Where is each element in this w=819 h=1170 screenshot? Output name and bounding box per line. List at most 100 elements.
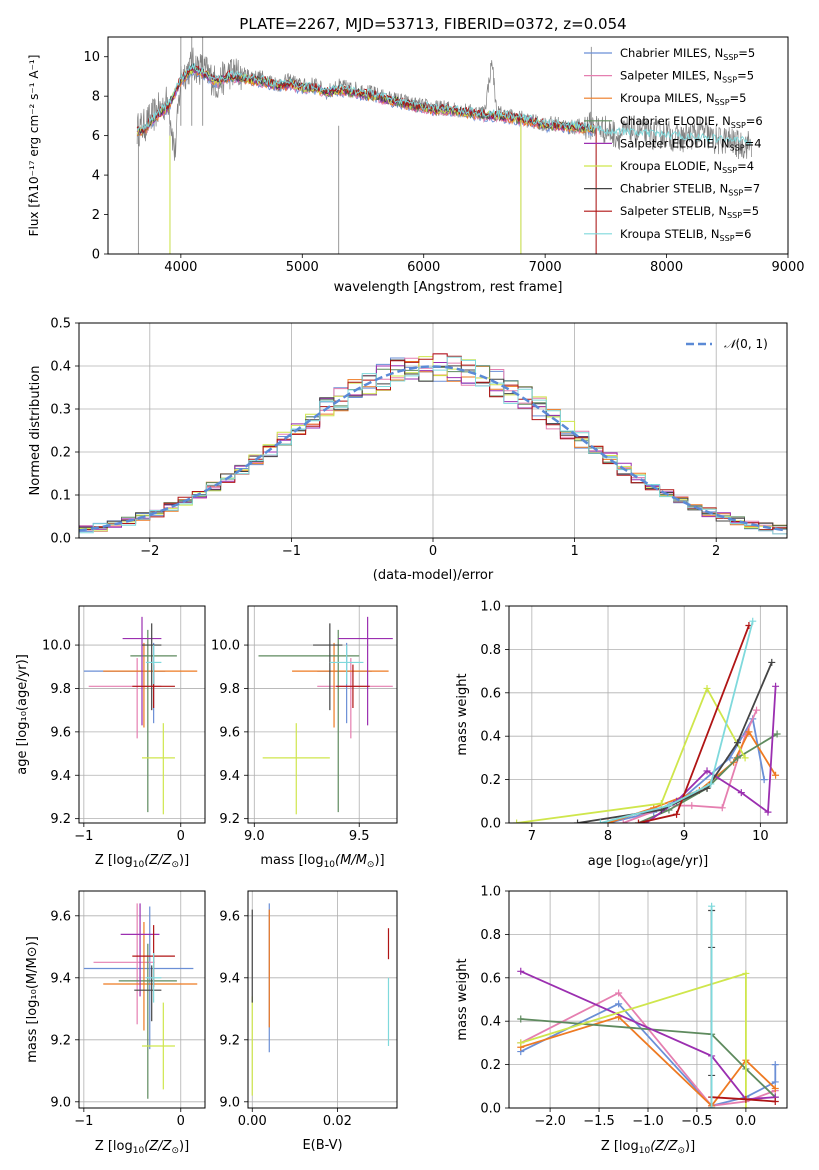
y-tick-label: 0.4 (480, 730, 501, 745)
series-point-marker (760, 776, 768, 784)
legend-text: Chabrier ELODIE, N (620, 114, 731, 128)
y-tick-label: 9.0 (219, 1095, 240, 1110)
label-part: Z [log (601, 1139, 639, 1154)
y-axis-label: age [log₁₀(age/yr)] (15, 654, 30, 775)
x-tick-label: −1.0 (632, 1114, 664, 1129)
legend-sub: SSP (727, 211, 742, 220)
x-axis-label: (data-model)/error (373, 568, 494, 583)
series-point-marker (708, 902, 716, 910)
model-line (136, 63, 752, 146)
series-point-marker (772, 682, 780, 690)
x-tick-label: −1 (282, 544, 301, 559)
x-tick-label: −0.5 (681, 1114, 713, 1129)
y-tick-label: 0.6 (480, 971, 501, 986)
series-point-marker (742, 969, 750, 977)
series-point-marker (707, 780, 715, 788)
axes-frame (107, 36, 789, 255)
y-tick-label: 0.2 (480, 773, 501, 788)
series-point-marker (708, 1104, 716, 1108)
mass_vs_EBV-plot (251, 903, 390, 1096)
legend-label: Salpeter ELODIE, NSSP=4 (620, 136, 762, 152)
y-tick-label: 0.4 (50, 360, 71, 375)
label-part: Z [log (95, 853, 133, 868)
y-tick-label: 1.0 (480, 885, 501, 900)
y-tick-label: 0.0 (50, 532, 71, 547)
legend-label: Chabrier ELODIE, NSSP=6 (620, 114, 763, 130)
y-tick-label: 0 (92, 248, 100, 263)
massweight_vs_age-plot (513, 617, 781, 823)
series-point-marker (673, 810, 681, 818)
y-tick-label: 0.3 (50, 403, 71, 418)
x-tick-label: 7000 (529, 260, 562, 275)
series-line (607, 730, 777, 823)
legend-text: Salpeter MILES, N (620, 69, 722, 83)
histogram-series (79, 356, 787, 535)
legend-text: =4 (745, 136, 762, 150)
x-axis-label: mass [log10(M/M⊙)] (260, 853, 384, 870)
axes-frame (78, 605, 206, 824)
legend-label: Salpeter STELIB, NSSP=5 (620, 204, 759, 220)
x-tick-label: 4000 (164, 260, 197, 275)
legend-text: Chabrier STELIB, N (620, 182, 728, 196)
label-part: )] (179, 853, 189, 868)
age_vs_mass-axes: 9.0 9.5 9.2 9.4 9.6 9.8 10.0 (211, 606, 397, 844)
series-point-marker (517, 967, 525, 975)
x-tick-label: −1 (74, 829, 93, 844)
legend-text: (0, 1) (736, 337, 768, 351)
series-point-marker (771, 1061, 779, 1069)
series-point-marker (745, 728, 753, 736)
y-tick-label: 9.6 (219, 725, 240, 740)
axes-frame (78, 890, 206, 1109)
y-tick-label: 0.1 (50, 489, 71, 504)
series-point-marker (741, 754, 749, 762)
x-axis-label: age [log₁₀(age/yr)] (588, 854, 709, 869)
legend-label: 𝒩(0, 1) (724, 337, 768, 351)
residuals-axes: −2 −1 0 1 2 0.0 0.1 0.2 0.3 0.4 0.5 (50, 317, 787, 559)
series-point-marker (513, 819, 521, 823)
series-point-marker (688, 802, 696, 810)
series-point-marker (742, 1095, 750, 1103)
series-point-marker (634, 819, 642, 823)
axes-frame (247, 890, 398, 1109)
axes-frame (78, 322, 788, 539)
y-tick-label: 9.0 (50, 1095, 71, 1110)
x-tick-label: 5000 (286, 260, 319, 275)
mass_vs_Z-axes: −1 0 9.0 9.2 9.4 9.6 (50, 891, 205, 1129)
x-tick-label: 0.0 (736, 1114, 757, 1129)
y-axis-label: mass weight (455, 958, 470, 1040)
series-point-marker (703, 684, 711, 692)
y-axis-label: Flux [fλ10⁻¹⁷ erg cm⁻² s⁻¹ A⁻¹] (27, 55, 41, 237)
spectrum-plot (136, 37, 752, 254)
age_vs_mass-plot (258, 616, 393, 815)
legend-text: =4 (737, 159, 754, 173)
x-tick-label: 8 (604, 829, 612, 844)
legend-label: Chabrier MILES, NSSP=5 (620, 46, 755, 62)
x-tick-label: −1.5 (583, 1114, 615, 1129)
axes-frame (508, 605, 788, 824)
series-point-marker (764, 808, 772, 816)
x-tick-label: 0.02 (323, 1114, 352, 1129)
y-tick-label: 10 (83, 50, 100, 65)
legend-sub: SSP (715, 98, 730, 107)
legend-text: =5 (730, 91, 747, 105)
legend-text: Chabrier MILES, N (620, 46, 723, 60)
legend-symbol: 𝒩 (724, 337, 739, 351)
y-tick-label: 0.4 (480, 1015, 501, 1030)
label-part: (M/M (335, 853, 367, 868)
series-point-marker (771, 1078, 779, 1086)
label-sub: ⊙ (171, 860, 179, 870)
y-tick-label: 0.8 (480, 928, 501, 943)
x-axis-label: wavelength [Angstrom, rest frame] (334, 280, 563, 295)
x-tick-label: 9 (680, 829, 688, 844)
mass_vs_Z-plot (83, 903, 198, 1099)
legend-text: =6 (746, 114, 763, 128)
x-tick-label: 0 (177, 1114, 185, 1129)
axes-frame (247, 605, 398, 824)
figure-title: PLATE=2267, MJD=53713, FIBERID=0372, z=0… (239, 15, 626, 33)
label-sub: 10 (639, 1146, 651, 1156)
series-line (520, 1018, 776, 1098)
series-point-marker (703, 767, 711, 775)
label-part: (Z/Z (144, 853, 172, 868)
x-tick-label: 8000 (650, 260, 683, 275)
x-axis-label: Z [log10(Z/Z⊙)] (95, 853, 189, 870)
